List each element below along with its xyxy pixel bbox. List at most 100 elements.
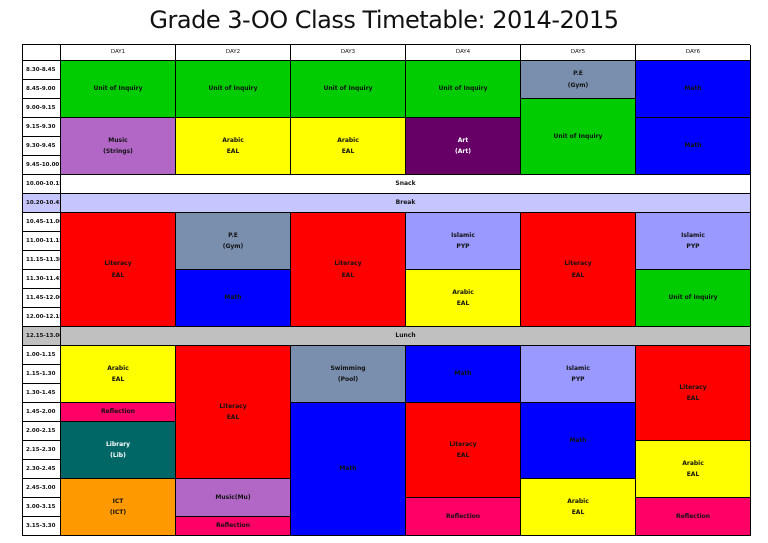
day-header-text: DAY2 [225,49,241,56]
day-header: DAY1 [61,45,176,61]
lesson-literacy: Literacy EAL [521,213,636,327]
lesson-arabic: Arabic EAL [636,441,751,498]
time-label-text: 1.30-1.45 [26,389,56,396]
day-header: DAY4 [406,45,521,61]
lesson-p-e: P.E (Gym) [176,213,291,270]
lesson-unit-of-inquiry: Unit of Inquiry [176,61,291,118]
lesson-music-mu: Music(Mu) [176,479,291,517]
lesson-ict: ICT (ICT) [61,479,176,536]
lesson-literacy-text: Literacy [679,383,707,391]
lesson-literacy-text: Literacy [334,260,362,268]
lesson-music-text: Music [108,136,128,144]
lesson-literacy: Literacy EAL [636,346,751,441]
lesson-reflection-text: Reflection [215,522,251,530]
lesson-library: Library (Lib) [61,422,176,479]
lesson-islamic-text: PYP [456,243,470,250]
page-title: Grade 3-OO Class Timetable: 2014-2015 [149,6,619,34]
lesson-arabic: Arabic EAL [176,118,291,175]
lesson-islamic: Islamic PYP [406,213,521,270]
lesson-music-mu-text: Music(Mu) [215,493,251,501]
lesson-literacy-text: EAL [571,271,585,279]
time-label-text: 11.15-11.30 [26,256,61,263]
time-label: 1.15-1.30 [23,365,61,384]
time-label: 2.45-3.00 [23,479,61,498]
time-label-text: 2.15-2.30 [26,446,56,453]
lesson-reflection-text: Reflection [445,512,481,520]
time-label-text: 12.00-12.15 [26,313,61,320]
lesson-math-text: Math [224,294,242,302]
day-header-text: DAY1 [110,49,126,56]
lesson-arabic-text: Arabic [337,136,359,144]
lesson-math-text: Math [569,436,587,444]
day-header: DAY3 [291,45,406,61]
time-label-text: 9.45-10.00 [26,161,60,168]
time-label: 10.20-10.45 [23,194,61,213]
lesson-literacy-text: Literacy [449,440,477,448]
time-label: 9.45-10.00 [23,156,61,175]
lesson-arabic-text: Arabic [682,459,704,467]
lesson-reflection: Reflection [636,498,751,536]
lesson-arabic-text: Arabic [107,364,129,372]
time-label-text: 1.00-1.15 [26,351,56,358]
lesson-math-text: Math [684,142,702,150]
lesson-unit-of-inquiry-text: Unit of Inquiry [208,85,258,93]
lesson-islamic: Islamic PYP [521,346,636,403]
lesson-arabic: Arabic EAL [291,118,406,175]
time-label: 2.15-2.30 [23,441,61,460]
lesson-p-e-text: P.E [228,231,238,239]
lesson-math: Math [406,346,521,403]
lesson-islamic-text: Islamic [681,231,705,239]
time-label: 2.30-2.45 [23,460,61,479]
time-label: 12.00-12.15 [23,308,61,327]
lesson-literacy: Literacy EAL [176,346,291,479]
lesson-swimming-text: (Pool) [337,376,359,383]
time-label: 1.45-2.00 [23,403,61,422]
lesson-reflection-text: Reflection [675,512,711,520]
lesson-math-text: Math [454,370,472,378]
lesson-unit-of-inquiry-text: Unit of Inquiry [553,132,603,140]
lesson-unit-of-inquiry-text: Unit of Inquiry [668,294,718,302]
lesson-unit-of-inquiry: Unit of Inquiry [61,61,176,118]
time-label-text: 10.20-10.45 [26,199,61,206]
day-header-text: DAY5 [570,49,586,56]
time-label-text: 1.15-1.30 [26,370,56,377]
lesson-arabic-text: EAL [456,300,470,307]
lesson-unit-of-inquiry: Unit of Inquiry [406,61,521,118]
lesson-reflection: Reflection [406,498,521,536]
time-label: 11.15-11.30 [23,251,61,270]
lesson-literacy-text: EAL [111,271,125,279]
lesson-literacy-text: EAL [456,452,470,459]
day-header: DAY2 [176,45,291,61]
lesson-ict-text: (ICT) [109,509,127,516]
lesson-arabic-text: Arabic [222,136,244,144]
lesson-math: Math [176,270,291,327]
time-label-text: 10.45-11.00 [26,218,61,225]
lesson-islamic-text: PYP [686,243,700,250]
lesson-literacy: Literacy EAL [61,213,176,327]
lesson-math: Math [521,403,636,479]
lesson-math: Math [636,118,751,175]
lesson-islamic-text: Islamic [566,364,590,372]
time-label: 3.15-3.30 [23,517,61,536]
lesson-ict-text: ICT [112,497,124,505]
lesson-reflection: Reflection [176,517,291,536]
time-label: 2.00-2.15 [23,422,61,441]
lesson-arabic-text: EAL [341,148,355,155]
lesson-p-e-text: (Gym) [567,81,589,89]
full-row-lunch-text: Lunch [395,332,416,340]
lesson-literacy: Literacy EAL [291,213,406,327]
lesson-literacy: Literacy EAL [406,403,521,498]
lesson-unit-of-inquiry: Unit of Inquiry [291,61,406,118]
lesson-arabic: Arabic EAL [61,346,176,403]
time-label-text: 9.15-9.30 [26,123,56,130]
header-corner [23,45,61,61]
time-label-text: 9.30-9.45 [26,142,56,149]
lesson-arabic: Arabic EAL [521,479,636,536]
lesson-math: Math [636,61,751,118]
lesson-islamic: Islamic PYP [636,213,751,270]
lesson-music-text: (Strings) [103,148,133,155]
day-header: DAY5 [521,45,636,61]
lesson-arabic-text: EAL [571,509,585,516]
lesson-unit-of-inquiry-text: Unit of Inquiry [323,85,373,93]
lesson-reflection: Reflection [61,403,176,422]
